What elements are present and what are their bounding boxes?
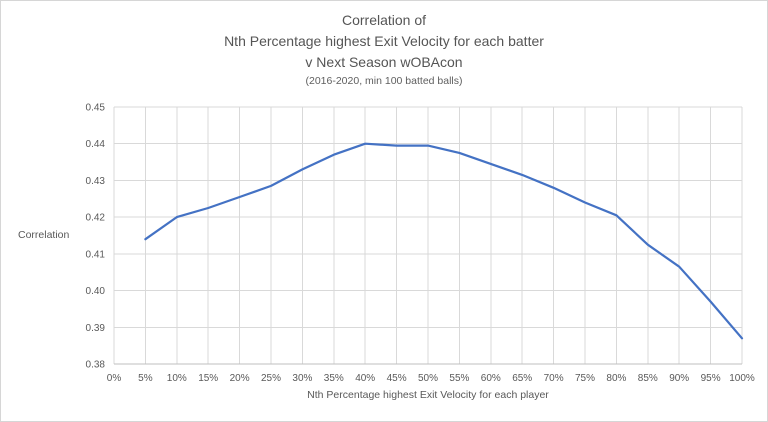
x-tick-label: 5% [138, 373, 153, 384]
x-tick-label: 25% [261, 373, 281, 384]
y-tick-label: 0.45 [86, 103, 106, 114]
x-tick-label: 0% [107, 373, 122, 384]
x-tick-label: 100% [729, 373, 755, 384]
y-tick-label: 0.44 [86, 139, 106, 150]
x-tick-label: 75% [575, 373, 595, 384]
x-axis-title: Nth Percentage highest Exit Velocity for… [307, 389, 549, 401]
chart-title-line-2: Nth Percentage highest Exit Velocity for… [224, 33, 544, 49]
chart-title-line-1: Correlation of [341, 12, 427, 28]
x-tick-label: 20% [230, 373, 250, 384]
x-tick-label: 60% [481, 373, 501, 384]
y-tick-label: 0.40 [86, 286, 106, 297]
x-tick-label: 55% [449, 373, 469, 384]
x-tick-label: 85% [638, 373, 658, 384]
x-tick-label: 65% [512, 373, 532, 384]
y-axis-title: Correlation [18, 229, 70, 241]
x-tick-label: 35% [324, 373, 344, 384]
y-tick-label: 0.43 [86, 176, 106, 187]
x-tick-label: 15% [198, 373, 218, 384]
chart-title-line-3: v Next Season wOBAcon [305, 54, 463, 70]
chart-subtitle: (2016-2020, min 100 batted balls) [305, 75, 463, 87]
chart-title: Correlation of Nth Percentage highest Ex… [1, 10, 767, 90]
y-tick-label: 0.41 [86, 249, 106, 260]
x-tick-label: 95% [701, 373, 721, 384]
x-tick-label: 10% [167, 373, 187, 384]
y-tick-label: 0.42 [86, 213, 106, 224]
x-tick-label: 30% [292, 373, 312, 384]
x-tick-label: 80% [606, 373, 626, 384]
data-line [144, 142, 744, 340]
x-tick-label: 90% [669, 373, 689, 384]
y-tick-label: 0.39 [86, 323, 106, 334]
x-tick-label: 40% [355, 373, 375, 384]
x-tick-label: 50% [418, 373, 438, 384]
x-tick-label: 45% [387, 373, 407, 384]
y-tick-label: 0.38 [86, 360, 106, 371]
x-tick-label: 70% [544, 373, 564, 384]
